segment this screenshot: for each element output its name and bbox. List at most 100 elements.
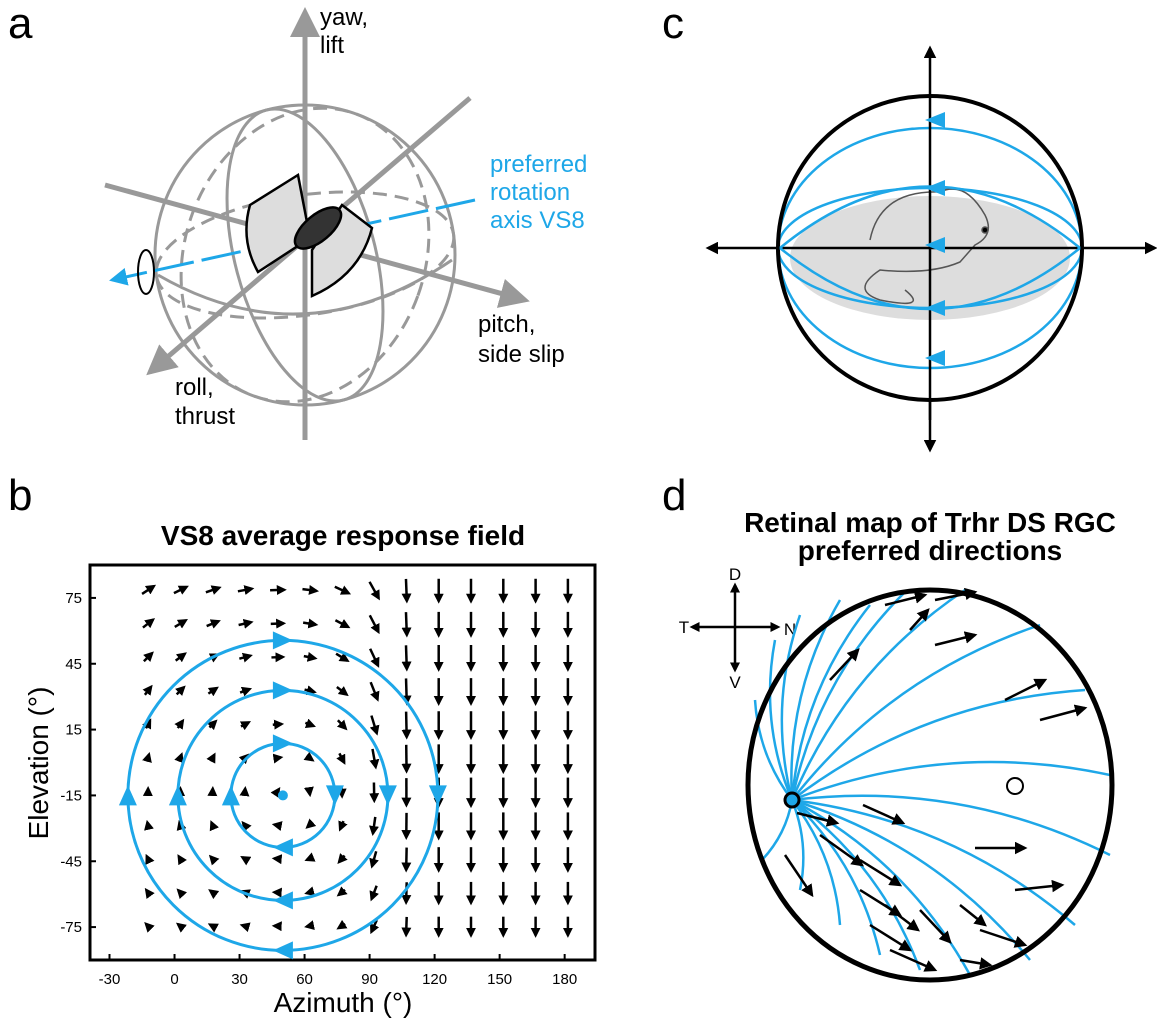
field-arrow <box>272 719 285 730</box>
x-tick-label: -30 <box>99 971 121 988</box>
rotation-arrowhead <box>272 891 293 910</box>
field-arrow <box>177 854 187 866</box>
rotation-arrowhead <box>272 941 293 960</box>
panel-label: b <box>8 471 32 520</box>
field-arrow <box>238 618 254 629</box>
direction-arrow <box>919 909 952 944</box>
field-arrow <box>401 612 412 638</box>
panel-label: a <box>8 0 33 48</box>
direction-arrow <box>869 923 913 952</box>
field-arrow <box>334 619 351 629</box>
direction-arrow <box>979 928 1028 948</box>
field-arrow <box>144 887 155 899</box>
rotation-arrowhead <box>378 785 397 806</box>
x-axis-label: Azimuth (°) <box>274 987 413 1018</box>
field-arrow <box>174 619 188 629</box>
field-arrow <box>174 718 185 730</box>
flow-line <box>791 798 972 976</box>
x-tick-label: 120 <box>422 971 447 988</box>
field-arrow <box>302 618 319 629</box>
compass-label: D <box>729 565 741 584</box>
field-arrow <box>272 753 284 764</box>
field-arrow <box>401 882 412 906</box>
field-arrow <box>338 820 348 832</box>
field-arrow <box>207 686 219 697</box>
field-arrow <box>369 648 380 668</box>
chart-title: Retinal map of Trhr DS RGC <box>744 507 1116 538</box>
field-arrow <box>175 685 186 697</box>
field-arrow <box>208 889 220 900</box>
axis-label: rotation <box>490 179 570 206</box>
axis-label: side slip <box>478 341 565 368</box>
axis-label: axis VS8 <box>490 207 585 234</box>
y-tick-label: -75 <box>60 919 82 936</box>
field-arrow <box>144 922 155 933</box>
field-arrow <box>239 686 253 697</box>
flow-line <box>753 699 793 801</box>
field-arrow <box>368 614 380 635</box>
flow-line <box>790 604 871 801</box>
direction-arrow <box>889 948 938 972</box>
field-arrow <box>143 651 154 663</box>
field-arrow <box>304 920 315 931</box>
field-arrow <box>303 751 315 762</box>
flow-line <box>791 794 1111 857</box>
rotation-arrowhead <box>118 785 137 806</box>
y-tick-label: 45 <box>65 656 82 673</box>
field-arrow <box>241 820 252 832</box>
panel-b: b VS8 average response field Azimuth (°)… <box>8 471 597 1018</box>
field-arrow <box>305 818 317 829</box>
y-tick-label: -45 <box>60 853 82 870</box>
field-arrow <box>209 820 219 832</box>
field-arrow <box>271 821 283 831</box>
y-tick-label: -15 <box>60 787 82 804</box>
field-arrow <box>401 645 412 672</box>
flow-line <box>791 799 842 926</box>
field-arrow <box>173 585 189 595</box>
field-arrow <box>336 686 349 697</box>
panel-label: c <box>662 0 684 48</box>
rotation-center <box>277 790 288 801</box>
flow-line <box>791 798 1076 926</box>
y-axis-label: Elevation (°) <box>23 687 54 840</box>
x-tick-label: 150 <box>487 971 512 988</box>
field-arrow <box>174 752 184 764</box>
rotation-arrowhead <box>272 838 293 857</box>
flow-line <box>791 623 1041 801</box>
field-arrow <box>401 678 412 706</box>
x-tick-label: 180 <box>552 971 577 988</box>
field-arrow <box>368 581 380 601</box>
field-arrow <box>336 752 346 765</box>
field-arrow <box>369 681 380 702</box>
field-arrow <box>176 888 188 900</box>
flow-line <box>790 591 906 801</box>
flow-line <box>780 614 802 801</box>
field-arrow <box>304 886 316 897</box>
direction-arrow <box>796 811 840 827</box>
field-arrow <box>239 721 252 731</box>
field-arrow <box>304 852 316 862</box>
field-arrow <box>304 718 316 729</box>
field-arrow <box>270 786 281 799</box>
field-arrow <box>303 786 314 798</box>
direction-arrow <box>783 854 814 898</box>
direction-arrow <box>959 904 987 927</box>
field-arrow <box>369 919 380 935</box>
field-arrow <box>141 584 157 595</box>
panel-label: d <box>662 471 686 520</box>
optic-disc <box>1006 777 1024 795</box>
field-arrow <box>142 618 156 629</box>
rotation-arrowhead <box>272 681 293 700</box>
field-arrow <box>401 578 412 604</box>
direction-arrow <box>1039 704 1088 722</box>
rotation-arrowhead <box>168 785 187 806</box>
direction-arrow <box>884 591 928 607</box>
field-arrow <box>205 585 222 595</box>
axis-label: thrust <box>175 403 235 430</box>
field-arrow <box>239 652 253 663</box>
axis-label: roll, <box>175 374 214 401</box>
rotation-arrowhead <box>272 631 293 650</box>
direction-arrow <box>819 833 865 867</box>
direction-arrow <box>884 904 920 932</box>
